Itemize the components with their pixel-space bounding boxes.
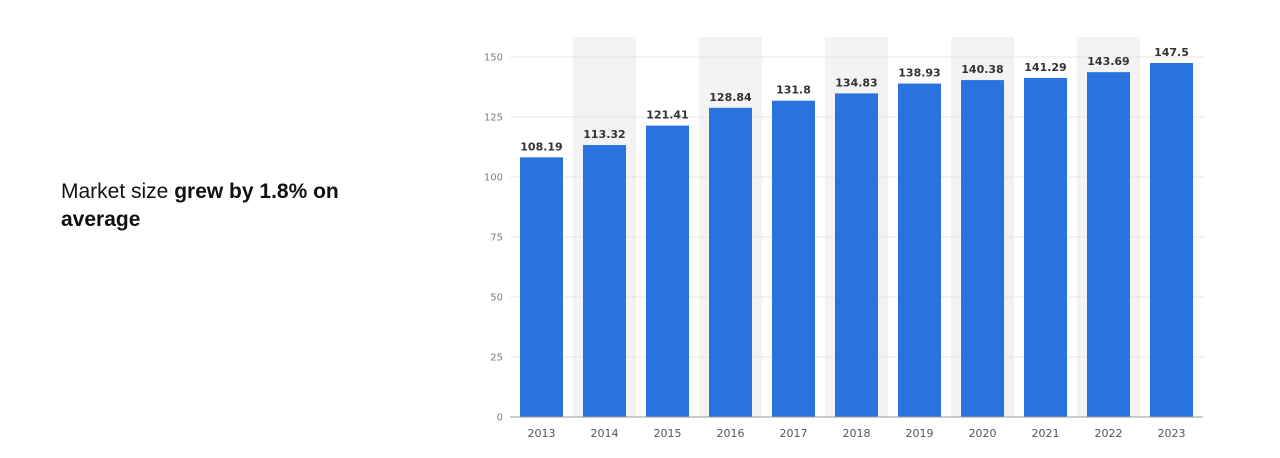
x-tick-label-2016: 2016 (717, 427, 745, 440)
x-tick-label-2019: 2019 (906, 427, 934, 440)
y-tick-label: 0 (497, 413, 503, 424)
bar-2016 (709, 107, 752, 417)
value-label-2017: 131.8 (776, 84, 811, 97)
value-label-2022: 143.69 (1087, 55, 1129, 68)
value-label-2018: 134.83 (835, 76, 877, 89)
y-tick-label: 150 (484, 53, 503, 64)
value-label-2014: 113.32 (583, 128, 625, 141)
bar-2017 (772, 100, 815, 418)
value-label-2023: 147.5 (1154, 46, 1189, 59)
y-tick-label: 75 (490, 233, 503, 244)
x-tick-label-2017: 2017 (780, 427, 808, 440)
y-tick-label: 100 (484, 173, 503, 184)
x-tick-label-2015: 2015 (654, 427, 682, 440)
bar-2023 (1150, 63, 1193, 417)
value-label-2016: 128.84 (709, 91, 752, 104)
value-label-2013: 108.19 (520, 140, 562, 153)
x-tick-label-2013: 2013 (528, 427, 556, 440)
y-tick-label: 125 (484, 113, 503, 124)
caption-emphasis: grew by 1.8% on average (61, 180, 339, 231)
x-axis-ticks: 2013 2014 2015 2016 2017 2018 2019 2020 2021 2022… (528, 427, 1186, 440)
value-label-2019: 138.93 (898, 67, 940, 80)
value-label-2015: 121.41 (646, 109, 688, 122)
bar-2022 (1087, 72, 1130, 418)
value-label-2020: 140.38 (961, 63, 1003, 76)
bar-2020 (961, 80, 1004, 417)
value-labels: 108.19 113.32 121.41 128.84 131.8 134.83 138.9… (520, 46, 1189, 153)
bars (520, 63, 1193, 418)
value-label-2021: 141.29 (1024, 61, 1066, 74)
market-growth-caption: Market size grew by 1.8% on average (61, 178, 361, 234)
y-tick-label: 50 (490, 293, 503, 304)
x-tick-label-2014: 2014 (591, 427, 619, 440)
x-tick-label-2020: 2020 (969, 427, 997, 440)
y-axis-ticks: 0 25 50 75 100 125 150 (484, 53, 503, 424)
bar-2013 (520, 157, 563, 417)
x-tick-label-2021: 2021 (1032, 427, 1060, 440)
bar-2021 (1024, 77, 1067, 418)
caption-prefix: Market size (61, 180, 175, 203)
x-tick-label-2022: 2022 (1095, 427, 1123, 440)
bar-2014 (583, 145, 626, 418)
market-size-bar-chart: 108.19 113.32 121.41 128.84 131.8 134.83 138.9… (484, 37, 1203, 440)
y-tick-label: 25 (490, 353, 503, 364)
bar-2018 (835, 93, 878, 417)
x-tick-label-2023: 2023 (1158, 427, 1186, 440)
bar-2015 (646, 125, 689, 417)
x-tick-label-2018: 2018 (843, 427, 871, 440)
bar-2019 (898, 83, 941, 418)
